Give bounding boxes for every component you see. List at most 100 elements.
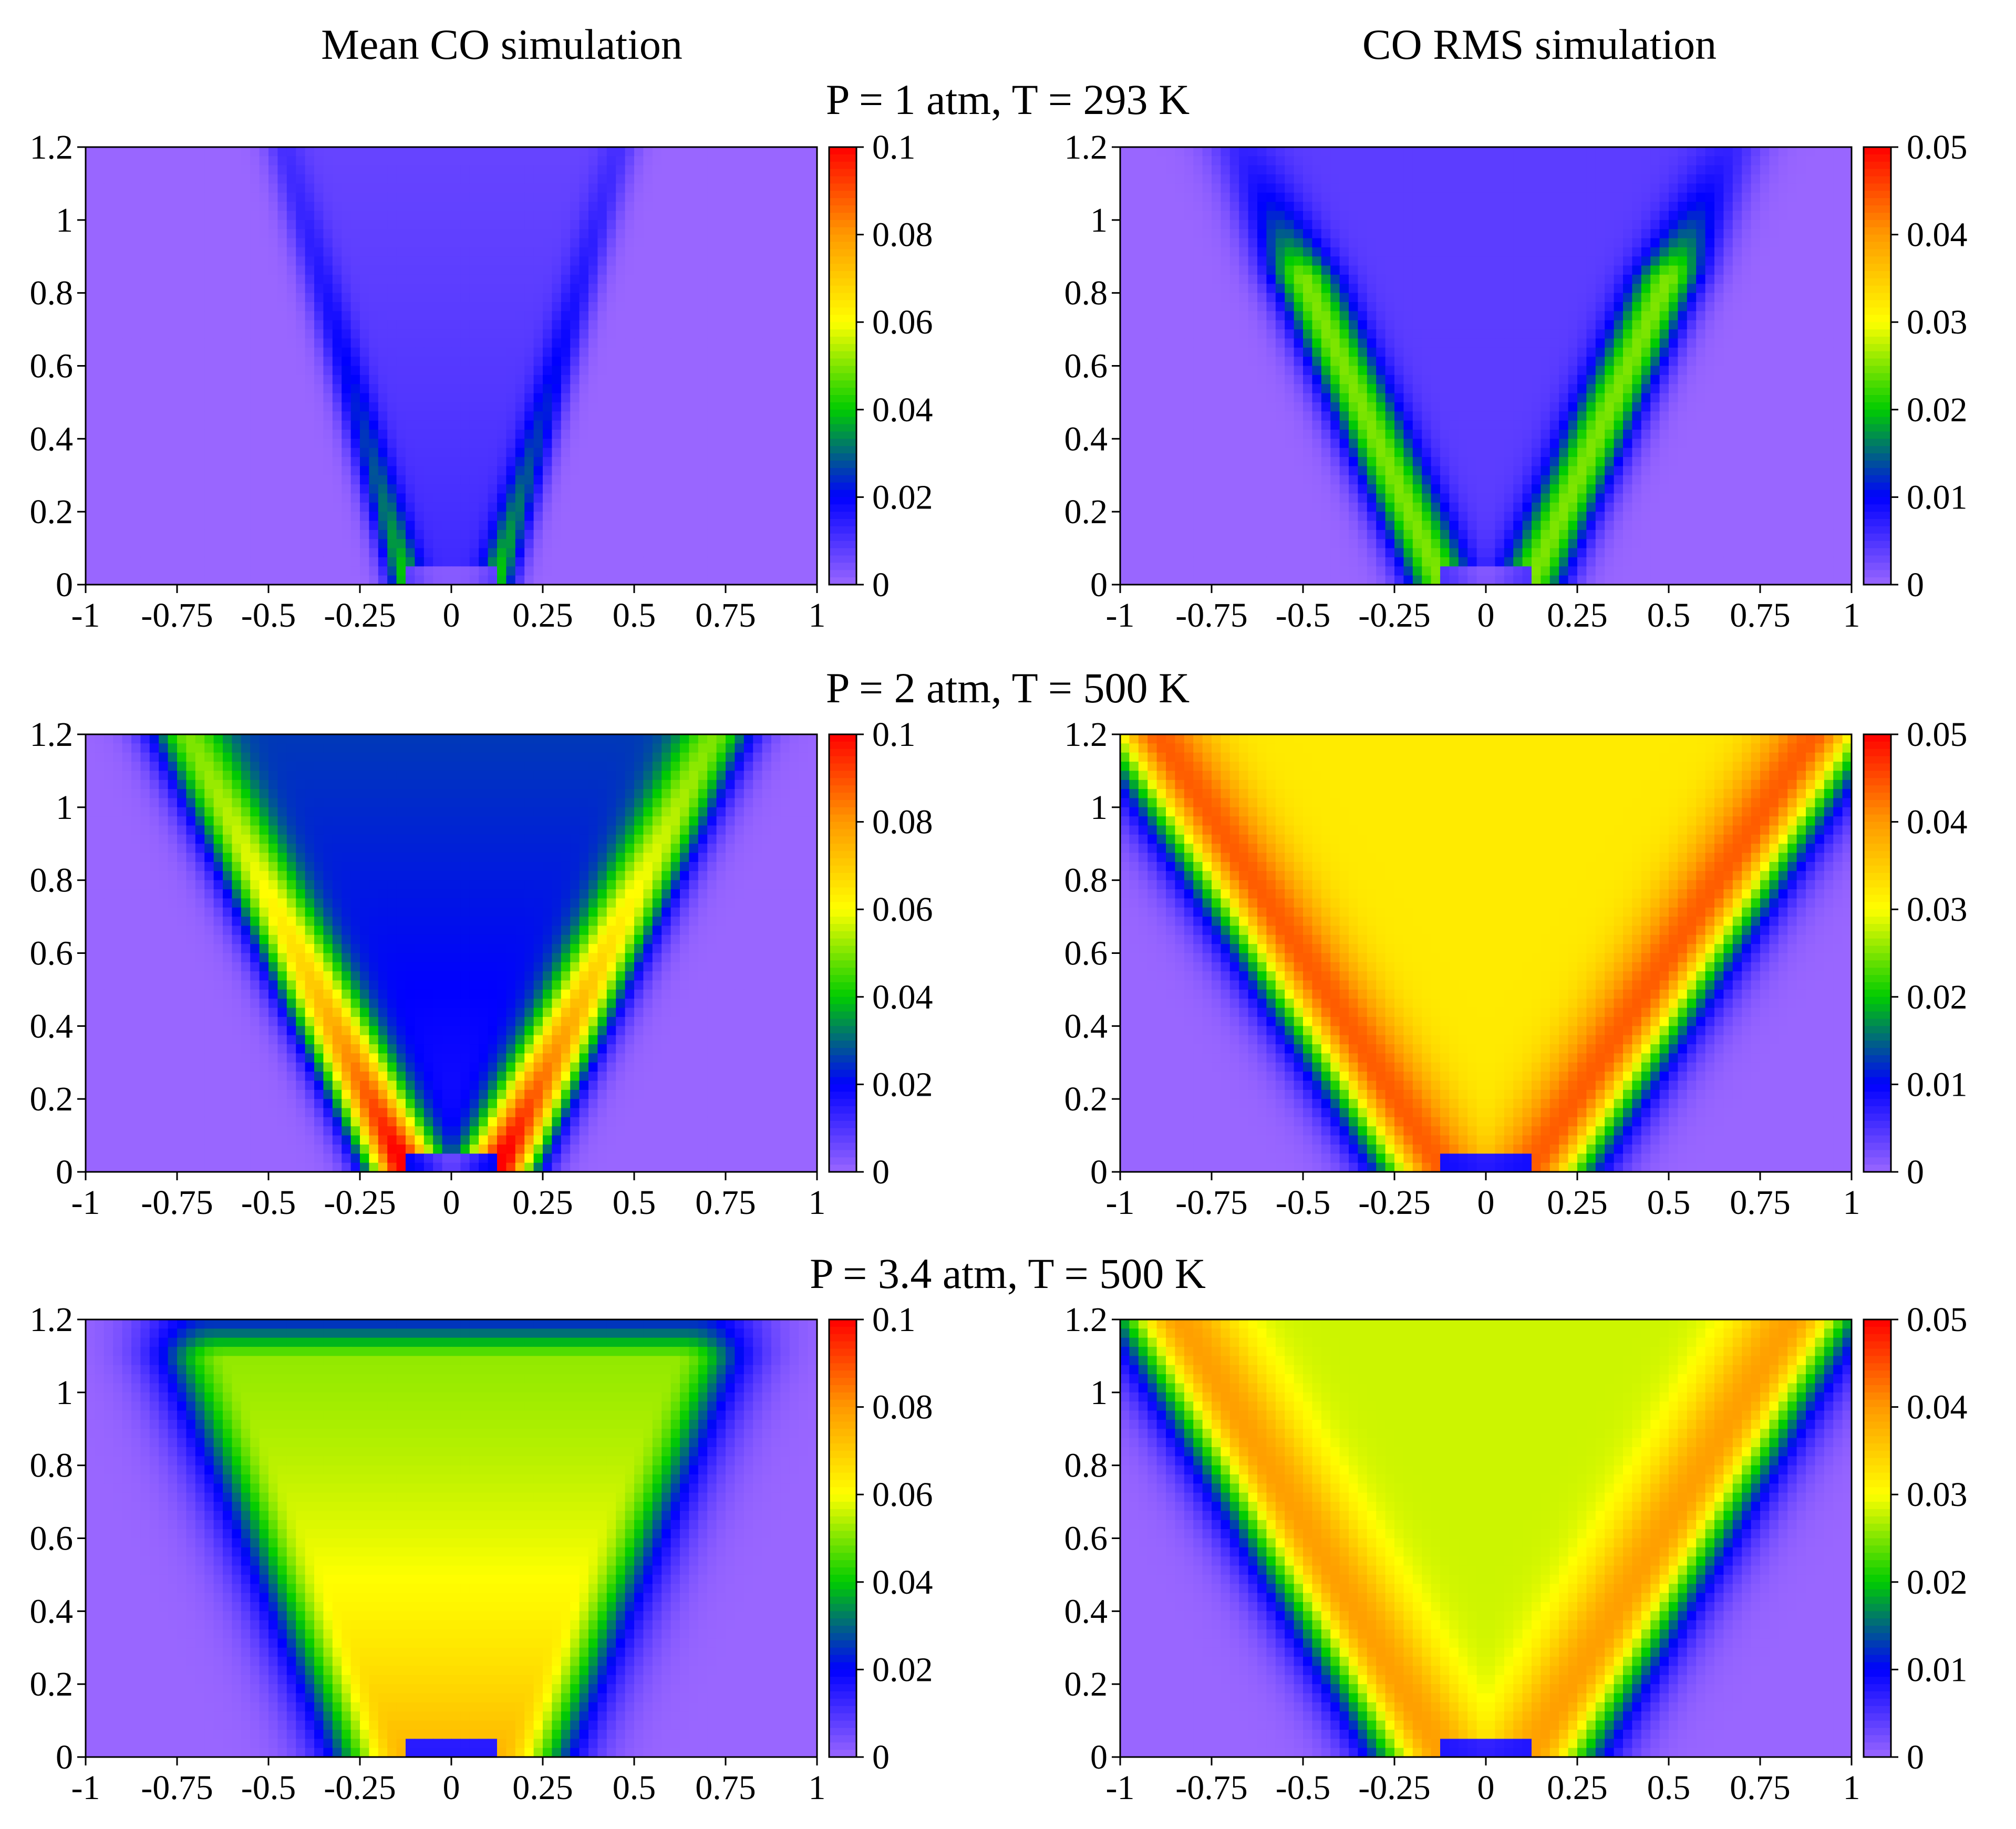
heatmap-cell	[140, 539, 150, 548]
heatmap-cell	[534, 284, 543, 293]
heatmap-cell	[451, 402, 461, 412]
heatmap-cell	[1440, 238, 1450, 248]
heatmap-cell	[104, 557, 113, 567]
heatmap-cell	[186, 266, 195, 275]
heatmap-cell	[1477, 147, 1486, 157]
heatmap-cell	[552, 174, 561, 184]
heatmap-cell	[241, 512, 251, 521]
heatmap-cell	[1139, 147, 1148, 157]
heatmap-cell	[744, 448, 753, 458]
heatmap-cell	[762, 311, 772, 320]
heatmap-cell	[397, 238, 406, 248]
heatmap-cell	[86, 539, 95, 548]
heatmap-cell	[424, 357, 433, 366]
heatmap-cell	[607, 266, 616, 275]
heatmap-cell	[625, 402, 635, 412]
heatmap-cell	[1394, 220, 1404, 230]
heatmap-cell	[168, 284, 178, 293]
heatmap-cell	[808, 165, 818, 175]
heatmap-cell	[1705, 147, 1715, 157]
heatmap-cell	[1394, 238, 1404, 248]
colorbar-segment	[829, 235, 856, 243]
heatmap-cell	[433, 329, 442, 339]
heatmap-cell	[433, 357, 442, 366]
heatmap-cell	[1193, 211, 1203, 220]
heatmap-cell	[671, 220, 680, 230]
heatmap-cell	[150, 430, 159, 439]
heatmap-cell	[1532, 211, 1541, 220]
heatmap-cell	[680, 266, 689, 275]
heatmap-cell	[250, 566, 260, 576]
heatmap-cell	[698, 430, 708, 439]
heatmap-cell	[360, 530, 369, 539]
heatmap-cell	[406, 457, 415, 466]
heatmap-cell	[424, 503, 433, 512]
heatmap-cell	[369, 430, 378, 439]
heatmap-cell	[1139, 183, 1148, 193]
heatmap-cell	[580, 421, 589, 430]
heatmap-cell	[1586, 202, 1596, 211]
heatmap-cell	[451, 375, 461, 384]
heatmap-cell	[1632, 220, 1641, 230]
heatmap-cell	[131, 430, 141, 439]
heatmap-cell	[1193, 147, 1203, 157]
heatmap-cell	[1723, 183, 1733, 193]
heatmap-cell	[753, 421, 762, 430]
heatmap-cell	[168, 293, 178, 303]
heatmap-cell	[534, 457, 543, 466]
heatmap-cell	[561, 247, 571, 257]
heatmap-cell	[150, 211, 159, 220]
heatmap-cell	[95, 439, 104, 448]
heatmap-cell	[680, 439, 689, 448]
colorbar-segment	[829, 300, 856, 308]
heatmap-cell	[113, 475, 122, 485]
heatmap-cell	[415, 275, 424, 284]
heatmap-cell	[1367, 256, 1377, 266]
heatmap-cell	[131, 539, 141, 548]
heatmap-cell	[689, 302, 698, 311]
heatmap-cell	[643, 338, 653, 348]
heatmap-cell	[150, 275, 159, 284]
heatmap-cell	[753, 375, 762, 384]
heatmap-cell	[260, 557, 269, 567]
heatmap-cell	[177, 357, 187, 366]
heatmap-cell	[1440, 183, 1450, 193]
heatmap-cell	[360, 348, 369, 357]
heatmap-cell	[268, 238, 278, 248]
heatmap-cell	[653, 566, 662, 576]
heatmap-cell	[424, 247, 433, 257]
heatmap-cell	[552, 576, 561, 585]
heatmap-cell	[643, 493, 653, 503]
heatmap-cell	[296, 165, 305, 175]
heatmap-cell	[479, 548, 488, 558]
x-tick-label: 0.75	[695, 596, 756, 635]
heatmap-cell	[122, 484, 132, 494]
heatmap-cell	[1660, 165, 1669, 175]
heatmap-cell	[195, 366, 205, 376]
heatmap-cell	[1467, 147, 1477, 157]
heatmap-cell	[333, 548, 342, 558]
heatmap-cell	[1147, 229, 1157, 238]
heatmap-cell	[762, 220, 772, 230]
heatmap-cell	[360, 238, 369, 248]
heatmap-cell	[753, 256, 762, 266]
heatmap-cell	[122, 393, 132, 403]
heatmap-cell	[378, 238, 388, 248]
heatmap-cell	[95, 393, 104, 403]
heatmap-cell	[86, 503, 95, 512]
heatmap-cell	[661, 320, 671, 330]
heatmap-cell	[95, 484, 104, 494]
heatmap-cell	[113, 512, 122, 521]
heatmap-cell	[351, 247, 360, 257]
heatmap-cell	[479, 329, 488, 339]
heatmap-cell	[1577, 174, 1587, 184]
heatmap-cell	[241, 320, 251, 330]
heatmap-cell	[780, 457, 790, 466]
heatmap-cell	[122, 430, 132, 439]
heatmap-cell	[524, 183, 534, 193]
heatmap-cell	[534, 411, 543, 421]
heatmap-cell	[534, 448, 543, 458]
colorbar-segment	[829, 213, 856, 221]
heatmap-cell	[753, 576, 762, 585]
heatmap-cell	[1541, 220, 1550, 230]
